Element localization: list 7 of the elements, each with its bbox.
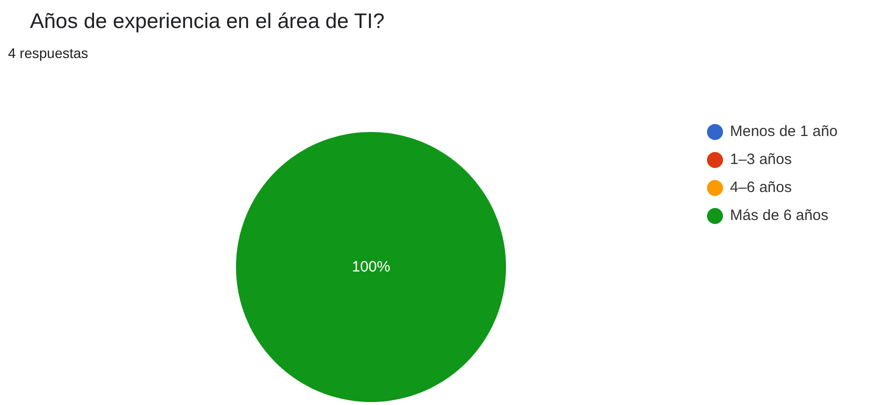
legend-label: Más de 6 años: [730, 206, 828, 226]
text: 4 respuestas: [8, 45, 88, 61]
legend-label: 1–3 años: [730, 150, 792, 170]
chart-title: Años de experiencia en el área de TI?: [30, 10, 385, 34]
legend-label: 4–6 años: [730, 178, 792, 198]
legend-label: Menos de 1 año: [730, 122, 838, 142]
data-label: 100%: [352, 258, 390, 276]
